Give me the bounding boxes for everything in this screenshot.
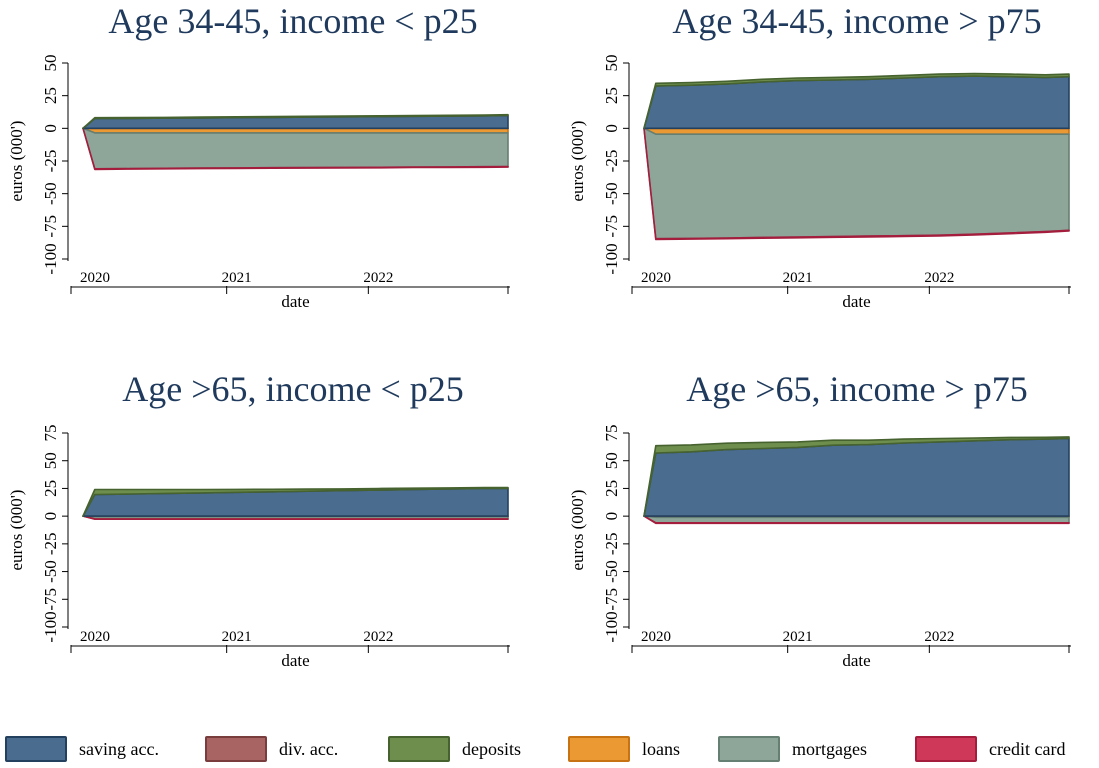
area-mortgages bbox=[643, 515, 1070, 524]
y-tick-label: -25 bbox=[41, 533, 60, 556]
x-axis-label: date bbox=[281, 292, 309, 311]
y-tick-label: -75 bbox=[41, 588, 60, 611]
x-tick-label: 2022 bbox=[363, 270, 393, 286]
legend-swatch-div bbox=[205, 736, 267, 762]
chart-title: Age 34-45, income > p75 bbox=[672, 1, 1041, 41]
chart-panel-2: -100 -75 -50 -25 0 25 50 euros (000') 2020 2021 20… bbox=[568, 1, 1071, 311]
y-axis-label: euros (000') bbox=[568, 121, 587, 202]
y-axis-label: euros (000') bbox=[7, 490, 26, 571]
x-tick-label: 2022 bbox=[924, 270, 954, 286]
legend-item-div: div. acc. bbox=[205, 734, 338, 764]
y-tick-label: 75 bbox=[41, 425, 60, 442]
chart-panel-4: -100-75 -50 -25 0 25 50 75 euros (000') 2020 2021… bbox=[568, 369, 1071, 670]
x-axis-label: date bbox=[842, 292, 870, 311]
legend-label-div: div. acc. bbox=[279, 738, 339, 759]
y-tick-label: -50 bbox=[41, 182, 60, 205]
legend-swatch-deposits bbox=[388, 736, 450, 762]
x-tick-label: 2020 bbox=[80, 629, 110, 645]
y-tick-label: 25 bbox=[41, 87, 60, 104]
chart-title: Age >65, income < p25 bbox=[122, 369, 464, 409]
legend-swatch-loans bbox=[568, 736, 630, 762]
chart-title: Age 34-45, income < p25 bbox=[108, 1, 477, 41]
area-deposits bbox=[643, 436, 1070, 517]
x-tick-label: 2020 bbox=[641, 270, 671, 286]
y-tick-label: -100 bbox=[602, 611, 621, 642]
area-credit-card bbox=[82, 515, 509, 520]
y-tick-label: 0 bbox=[41, 512, 60, 521]
y-tick-label: -50 bbox=[602, 560, 621, 583]
legend-label-deposits: deposits bbox=[462, 738, 522, 759]
y-tick-label: -100 bbox=[602, 243, 621, 274]
area-deposits bbox=[82, 486, 509, 517]
x-tick-label: 2021 bbox=[222, 270, 252, 286]
area-credit-card bbox=[643, 127, 1070, 241]
legend-label-saving: saving acc. bbox=[79, 738, 159, 759]
x-axis-label: date bbox=[842, 651, 870, 670]
chart-panel-1: -100 -75 -50 -25 0 25 50 euros (000') 2020 2021 20… bbox=[7, 1, 510, 311]
area-mortgages bbox=[82, 127, 509, 170]
legend-label-mortgages: mortgages bbox=[792, 738, 867, 759]
y-tick-label: 50 bbox=[602, 55, 621, 72]
y-tick-label: -50 bbox=[41, 560, 60, 583]
y-tick-label: 25 bbox=[602, 87, 621, 104]
legend-item-credit: credit card bbox=[915, 734, 1065, 764]
y-tick-label: -25 bbox=[602, 533, 621, 556]
area-deposits bbox=[82, 113, 509, 130]
x-tick-label: 2022 bbox=[363, 629, 393, 645]
y-tick-label: -25 bbox=[602, 150, 621, 173]
y-tick-label: -25 bbox=[41, 150, 60, 173]
legend-swatch-saving bbox=[5, 736, 67, 762]
legend-swatch-mortgages bbox=[718, 736, 780, 762]
x-tick-label: 2021 bbox=[783, 270, 813, 286]
legend-item-deposits: deposits bbox=[388, 734, 521, 764]
x-tick-label: 2021 bbox=[783, 629, 813, 645]
area-deposits bbox=[643, 72, 1070, 130]
legend-label-loans: loans bbox=[642, 738, 680, 759]
y-tick-label: 0 bbox=[602, 512, 621, 521]
x-tick-label: 2022 bbox=[924, 629, 954, 645]
area-mortgages bbox=[643, 127, 1070, 240]
x-tick-label: 2021 bbox=[222, 629, 252, 645]
legend-item-mortgages: mortgages bbox=[718, 734, 867, 764]
y-tick-label: 50 bbox=[41, 55, 60, 72]
y-tick-label: -100 bbox=[41, 611, 60, 642]
legend-item-saving: saving acc. bbox=[5, 734, 159, 764]
legend-item-loans: loans bbox=[568, 734, 680, 764]
y-tick-label: -75 bbox=[602, 215, 621, 238]
area-credit-card bbox=[82, 127, 509, 171]
legend: saving acc. div. acc. deposits loans mor… bbox=[0, 700, 1099, 768]
y-tick-label: 50 bbox=[41, 452, 60, 469]
legend-label-credit: credit card bbox=[989, 738, 1066, 759]
x-tick-label: 2020 bbox=[80, 270, 110, 286]
y-tick-label: 0 bbox=[41, 124, 60, 133]
legend-swatch-credit bbox=[915, 736, 977, 762]
y-tick-label: -50 bbox=[602, 182, 621, 205]
y-axis-label: euros (000') bbox=[568, 490, 587, 571]
y-tick-label: 50 bbox=[602, 452, 621, 469]
y-tick-label: 25 bbox=[602, 480, 621, 497]
chart-title: Age >65, income > p75 bbox=[686, 369, 1028, 409]
chart-panel-3: -100-75 -50 -25 0 25 50 75 euros (000') 2020 2021… bbox=[7, 369, 510, 670]
y-tick-label: -100 bbox=[41, 243, 60, 274]
x-axis-label: date bbox=[281, 651, 309, 670]
y-tick-label: -75 bbox=[41, 215, 60, 238]
y-tick-label: 25 bbox=[41, 480, 60, 497]
area-loans bbox=[643, 127, 1070, 135]
y-tick-label: -75 bbox=[602, 588, 621, 611]
area-credit-card bbox=[643, 515, 1070, 525]
y-axis-label: euros (000') bbox=[7, 121, 26, 202]
y-tick-label: 75 bbox=[602, 425, 621, 442]
y-tick-label: 0 bbox=[602, 124, 621, 133]
x-tick-label: 2020 bbox=[641, 629, 671, 645]
